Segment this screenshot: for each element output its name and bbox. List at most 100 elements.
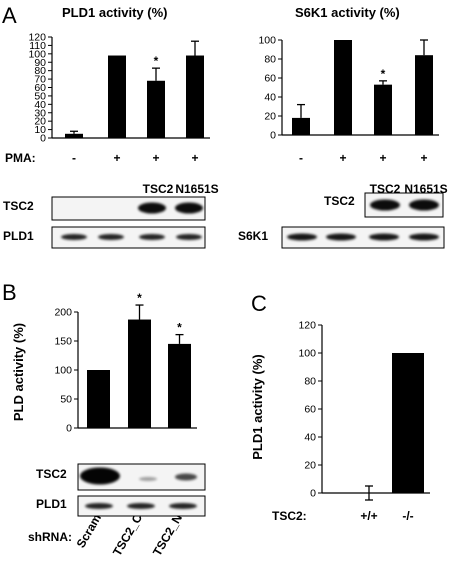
panel-letter-c: C xyxy=(251,291,267,316)
category-label: + xyxy=(379,151,386,165)
blot-label-a2-s6k1: S6K1 xyxy=(238,229,268,243)
y-tick-label: 90 xyxy=(34,57,46,69)
bar xyxy=(87,370,110,428)
y-tick-label: 150 xyxy=(54,336,72,348)
y-tick-label: 100 xyxy=(54,365,72,377)
y-tick-label: 100 xyxy=(298,348,316,360)
y-tick-label: 120 xyxy=(28,32,46,44)
blot-label-b-pld1: PLD1 xyxy=(36,497,67,511)
category-label: + xyxy=(152,151,159,165)
chart-title-s6k1: S6K1 activity (%) xyxy=(295,5,400,20)
blot-band xyxy=(80,467,120,485)
bar xyxy=(186,55,204,139)
category-label: Scram xyxy=(74,512,104,551)
bar xyxy=(168,343,191,428)
y-axis-label-pld1: PLD1 activity (%) xyxy=(250,354,265,459)
blot-label-b-tsc2: TSC2 xyxy=(36,467,67,481)
y-tick-label: 80 xyxy=(264,54,276,66)
y-tick-label: 80 xyxy=(34,65,46,77)
significance-star: * xyxy=(137,291,142,305)
y-tick-label: 60 xyxy=(304,404,316,416)
bar xyxy=(65,133,83,138)
condition-label-tsc2: TSC2: xyxy=(272,509,307,523)
blot-band xyxy=(175,473,197,481)
blot-label-a1-tsc2: TSC2 xyxy=(3,199,34,213)
panel-letter-b: B xyxy=(2,280,17,305)
y-tick-label: 0 xyxy=(40,133,46,145)
y-tick-label: 40 xyxy=(304,432,316,444)
y-tick-label: 50 xyxy=(34,90,46,102)
blot-band xyxy=(138,202,166,214)
blot-frame-a2-s6k1 xyxy=(281,226,445,249)
y-tick-label: 50 xyxy=(60,394,72,406)
bar xyxy=(292,117,310,135)
y-tick-label: 0 xyxy=(66,423,72,435)
blot-band xyxy=(98,234,124,240)
bar xyxy=(108,55,126,139)
y-tick-label: 0 xyxy=(310,488,316,500)
blot-band xyxy=(176,234,202,240)
blot-frame-a1-tsc2 xyxy=(51,196,206,221)
bar xyxy=(334,40,352,135)
category-label: + xyxy=(191,151,198,165)
y-tick-label: 100 xyxy=(258,35,276,47)
y-tick-label: 200 xyxy=(54,307,72,319)
y-tick-label: 40 xyxy=(34,99,46,111)
panel-letter-a: A xyxy=(2,3,17,28)
category-label: + xyxy=(339,151,346,165)
blot-label-a1-pld1: PLD1 xyxy=(3,229,34,243)
blot-band xyxy=(369,233,399,241)
condition-label-pma: PMA: xyxy=(5,151,36,165)
chart-title-pld1: PLD1 activity (%) xyxy=(62,5,167,20)
category-label: + xyxy=(420,151,427,165)
bar xyxy=(128,319,151,428)
bar xyxy=(147,80,165,138)
category-label: TSC2_C xyxy=(110,511,145,558)
category-label: -/- xyxy=(402,509,413,523)
blot-band xyxy=(287,233,317,241)
y-tick-label: 120 xyxy=(298,320,316,332)
category-label: +/+ xyxy=(360,509,377,523)
blot-band xyxy=(169,503,197,509)
blot-band xyxy=(85,503,113,509)
y-tick-label: 110 xyxy=(29,40,46,52)
y-tick-label: 20 xyxy=(34,116,46,128)
category-label: + xyxy=(113,151,120,165)
y-tick-label: 0 xyxy=(270,130,276,142)
y-tick-label: 20 xyxy=(304,460,316,472)
y-tick-label: 80 xyxy=(304,376,316,388)
category-label: - xyxy=(72,151,76,165)
lane-label: TSC2 xyxy=(143,182,174,196)
blot-band xyxy=(175,202,203,214)
y-axis-label-pld: PLD activity (%) xyxy=(11,323,26,421)
y-tick-label: 10 xyxy=(34,124,46,136)
y-tick-label: 100 xyxy=(28,48,46,60)
bar xyxy=(392,353,424,493)
lane-label: N1651S xyxy=(175,182,218,196)
blot-band xyxy=(139,477,157,481)
significance-star: * xyxy=(177,321,182,335)
condition-label-shrna: shRNA: xyxy=(28,530,72,544)
category-label: - xyxy=(299,151,303,165)
blot-band xyxy=(139,234,165,240)
category-label: TSC2_N xyxy=(150,512,185,559)
y-tick-label: 40 xyxy=(264,92,276,104)
blot-label-a2-tsc2: TSC2 xyxy=(324,194,355,208)
y-tick-label: 20 xyxy=(264,111,276,123)
blot-band xyxy=(127,503,155,509)
blot-frame-a1-pld1 xyxy=(51,226,206,249)
blot-band xyxy=(326,233,356,241)
significance-star: * xyxy=(154,54,159,68)
blot-band xyxy=(409,233,439,241)
bar xyxy=(374,84,392,135)
bar xyxy=(415,55,433,136)
y-tick-label: 70 xyxy=(34,74,46,86)
y-tick-label: 30 xyxy=(34,107,46,119)
blot-band xyxy=(61,234,87,240)
significance-star: * xyxy=(381,67,386,81)
blot-band xyxy=(409,199,439,211)
blots-layer xyxy=(51,192,445,517)
blot-band xyxy=(370,199,400,211)
y-tick-label: 60 xyxy=(34,82,46,94)
